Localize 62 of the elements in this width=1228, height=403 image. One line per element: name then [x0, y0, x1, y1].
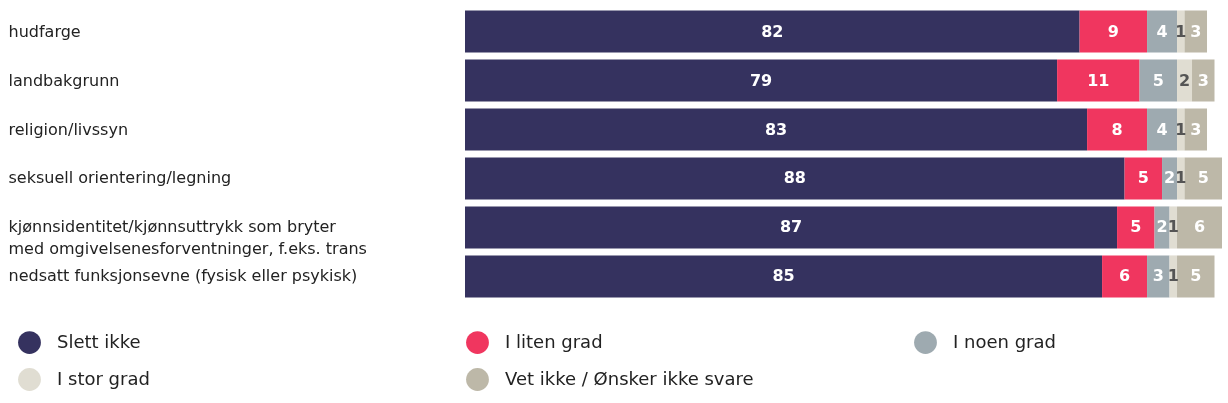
data-label: 85	[772, 266, 795, 286]
data-label: 88	[783, 168, 806, 188]
data-label: 1	[1167, 266, 1179, 286]
bar	[465, 10, 1080, 53]
legend-label: I liten grad	[505, 330, 603, 352]
y-tick-label: landbakgrunn	[8, 70, 120, 90]
bar	[1184, 157, 1222, 200]
bar	[465, 157, 1125, 200]
data-label: 83	[764, 119, 788, 139]
y-tick-label: seksuell orientering/legning	[8, 168, 232, 188]
data-label: 9	[1107, 21, 1119, 41]
data-label: 3	[1152, 266, 1164, 286]
data-label: 87	[779, 217, 803, 237]
bar	[1124, 157, 1163, 200]
data-label: 8	[1111, 119, 1123, 139]
data-label: 1	[1167, 217, 1179, 237]
data-label: 3	[1190, 119, 1202, 139]
data-label: 1	[1175, 119, 1187, 139]
bar	[1057, 59, 1140, 102]
bar	[465, 206, 1118, 249]
bar	[1087, 108, 1148, 151]
bar	[1079, 10, 1148, 53]
data-label: 5	[1190, 266, 1202, 286]
bar	[1177, 206, 1222, 249]
bar	[1102, 255, 1148, 298]
bar	[1177, 255, 1215, 298]
data-label: 1	[1175, 21, 1187, 41]
legend-label: Vet ikke / Ønsker ikke svare	[505, 367, 754, 389]
bar	[1184, 10, 1208, 53]
data-label: 5	[1197, 168, 1209, 188]
data-label: 4	[1156, 119, 1168, 139]
data-label: 2	[1178, 70, 1191, 90]
bar	[465, 108, 1088, 151]
data-label: 6	[1118, 266, 1131, 286]
data-label: 2	[1156, 217, 1168, 237]
data-label: 11	[1087, 70, 1110, 90]
data-label: 1	[1175, 168, 1187, 188]
data-label: 79	[749, 70, 773, 90]
data-label: 2	[1163, 168, 1176, 188]
y-tick-label: nedsatt funksjonsevne (fysisk eller psykisk)	[8, 266, 358, 286]
data-label: 5	[1137, 168, 1149, 188]
legend-label: I stor grad	[57, 367, 150, 389]
bar	[1184, 108, 1208, 151]
y-tick-label: hudfarge	[8, 21, 81, 41]
bar	[1147, 108, 1178, 151]
data-label: 6	[1193, 217, 1206, 237]
data-label: 3	[1197, 70, 1209, 90]
legend-label: Slett ikke	[57, 330, 141, 352]
bar	[1147, 10, 1178, 53]
bar	[465, 255, 1103, 298]
bar	[1147, 255, 1170, 298]
y-tick-label: religion/livssyn	[8, 119, 129, 139]
data-label: 4	[1156, 21, 1168, 41]
data-label: 5	[1152, 70, 1164, 90]
bar	[1117, 206, 1155, 249]
data-label: 82	[761, 21, 784, 41]
bar	[465, 59, 1058, 102]
bar	[1139, 59, 1178, 102]
data-label: 3	[1190, 21, 1202, 41]
legend-label: I noen grad	[953, 330, 1056, 352]
data-label: 5	[1130, 217, 1142, 237]
bar	[1192, 59, 1215, 102]
